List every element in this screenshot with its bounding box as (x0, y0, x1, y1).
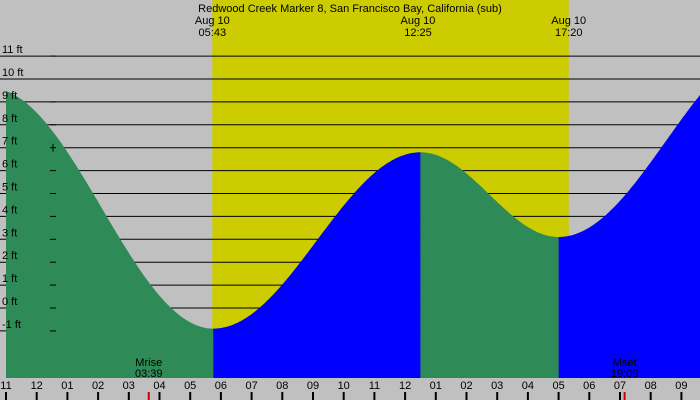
event-date-label: Aug 10 (195, 15, 230, 27)
x-tick-label: 02 (92, 380, 104, 392)
y-tick-label: 5 ft (2, 182, 17, 194)
x-tick-label: 06 (215, 380, 227, 392)
flood-area-1 (558, 95, 700, 378)
x-tick-label: 03 (491, 380, 503, 392)
y-tick-labels: -1 ft 0 ft 1 ft 2 ft 3 ft 4 ft 5 ft 6 ft 7 ft 8 f… (2, 44, 56, 332)
y-tick-label: -1 ft (2, 319, 21, 331)
y-tick-label: 7 ft (2, 136, 17, 148)
moon-time-label: 03:39 (135, 368, 163, 380)
y-tick-label: 3 ft (2, 227, 17, 239)
x-tick-label: 05 (184, 380, 196, 392)
x-tick-label: 09 (675, 380, 687, 392)
x-tick-label: 02 (460, 380, 472, 392)
event-time-label: 17:20 (555, 27, 583, 39)
event-time-label: 12:25 (404, 27, 432, 39)
x-tick-label: 12 (399, 380, 411, 392)
ebb-area-0 (6, 91, 214, 378)
moon-name-label: Mset (613, 357, 637, 369)
y-tick-label: 10 ft (2, 67, 23, 79)
x-tick-label: 09 (307, 380, 319, 392)
y-tick-label: 6 ft (2, 159, 17, 171)
x-tick-label: 05 (552, 380, 564, 392)
flood-area-0 (213, 152, 421, 378)
tide-area (0, 91, 700, 400)
y-tick-label: 8 ft (2, 113, 17, 125)
x-tick-label: 06 (583, 380, 595, 392)
y-tick-label: 0 ft (2, 296, 17, 308)
ebb-area-1 (420, 152, 559, 378)
x-tick-label: 11 (0, 380, 11, 392)
x-tick-label: 04 (522, 380, 534, 392)
x-tick-labels: 11 12 01 02 03 04 05 06 07 08 09 10 11 12 01 02 03 04 05 06… (0, 380, 687, 392)
x-tick-label: 07 (614, 380, 626, 392)
x-tick-label: 08 (276, 380, 288, 392)
x-tick-label: 12 (31, 380, 43, 392)
x-tick-label: 03 (123, 380, 135, 392)
x-tick-label: 01 (430, 380, 442, 392)
moon-time-label: 19:09 (611, 368, 639, 380)
event-date-label: Aug 10 (551, 15, 586, 27)
event-time-label: 05:43 (199, 27, 227, 39)
x-tick-label: 07 (245, 380, 257, 392)
y-tick-label: 9 ft (2, 90, 17, 102)
x-axis-strip (0, 378, 700, 400)
chart-title: Redwood Creek Marker 8, San Francisco Ba… (198, 3, 502, 15)
x-tick-label: 08 (645, 380, 657, 392)
x-tick-label: 04 (153, 380, 165, 392)
x-tick-marks (5, 392, 683, 400)
x-tick-label: 11 (369, 380, 380, 392)
moon-name-label: Mrise (135, 357, 162, 369)
y-tick-label: 4 ft (2, 204, 17, 216)
y-tick-label: 11 ft (2, 44, 23, 56)
event-date-label: Aug 10 (401, 15, 436, 27)
x-tick-label: 01 (61, 380, 73, 392)
y-tick-label: 2 ft (2, 250, 17, 262)
x-tick-label: 10 (338, 380, 350, 392)
y-tick-label: 1 ft (2, 273, 17, 285)
